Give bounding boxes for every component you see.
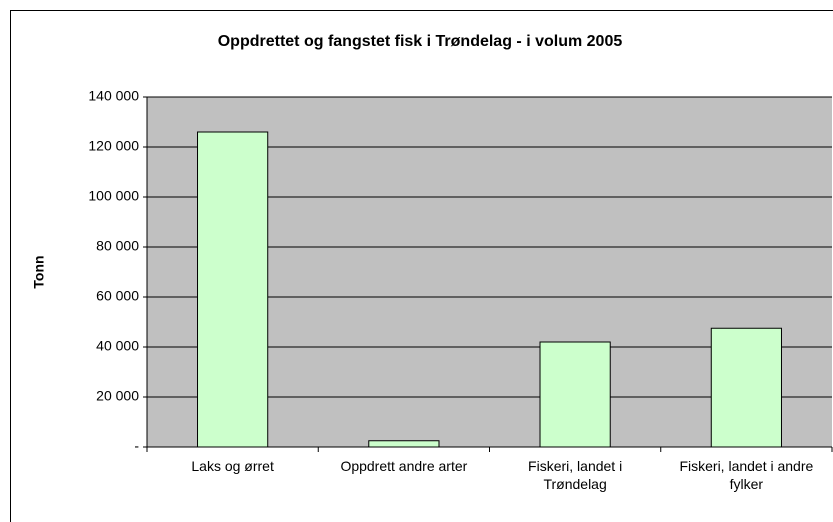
y-tick-label: 100 000 <box>88 188 139 204</box>
x-tick-label: Fiskeri, landet i Trøndelag <box>528 458 623 492</box>
x-tick-label-box: Oppdrett andre arter <box>340 458 468 474</box>
y-tick-label: 140 000 <box>88 88 139 104</box>
y-tick-label: 80 000 <box>96 238 139 254</box>
x-tick-label-box: Laks og ørret <box>191 458 274 474</box>
y-tick-label: - <box>134 438 139 454</box>
x-tick-label-box: Fiskeri, landet i andre fylker <box>679 458 814 492</box>
bar <box>539 341 611 448</box>
y-tick-label: 60 000 <box>96 288 139 304</box>
x-tick-label-box: Fiskeri, landet i Trøndelag <box>528 458 623 492</box>
y-tick-label: 120 000 <box>88 138 139 154</box>
bar <box>368 440 440 448</box>
chart-title: Oppdrettet og fangstet fisk i Trøndelag … <box>218 33 623 50</box>
y-tick-label: 40 000 <box>96 338 139 354</box>
bar <box>710 327 782 448</box>
x-tick-label: Laks og ørret <box>191 458 274 474</box>
x-tick-label: Fiskeri, landet i andre fylker <box>679 458 814 492</box>
y-tick-label: 20 000 <box>96 388 139 404</box>
bar <box>197 131 269 448</box>
x-tick-label: Oppdrett andre arter <box>340 458 468 474</box>
y-axis-title: Tonn <box>31 255 47 288</box>
